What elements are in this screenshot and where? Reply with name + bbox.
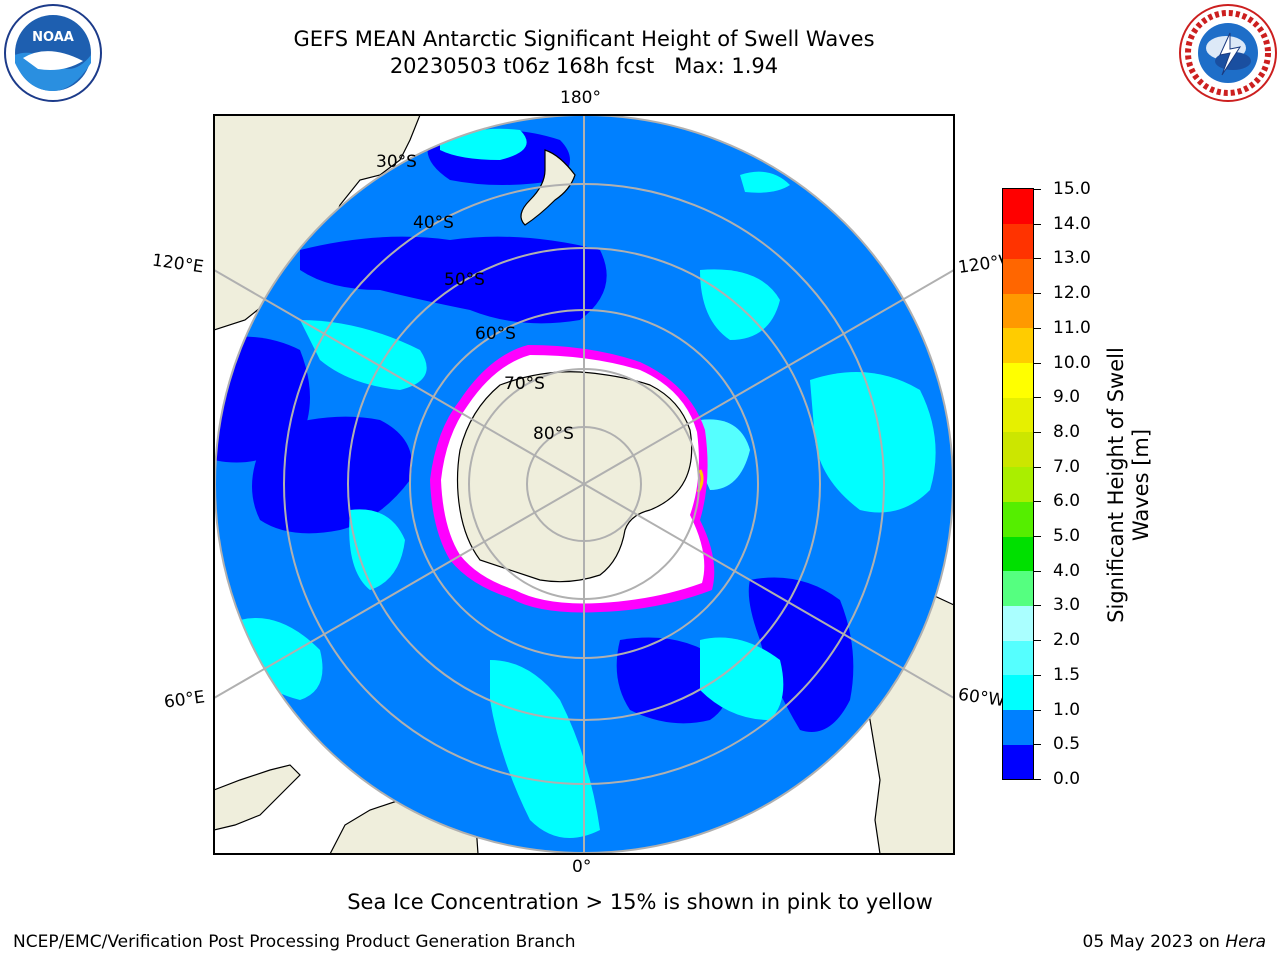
colorbar-tick — [1034, 536, 1041, 538]
colorbar-segment — [1003, 640, 1033, 676]
colorbar-tick — [1034, 327, 1041, 329]
colorbar-segment — [1003, 327, 1033, 364]
colorbar — [1002, 188, 1034, 780]
low-swell-indian-mid — [252, 416, 412, 534]
colorbar-tick — [1034, 744, 1041, 746]
colorbar-tick — [1034, 674, 1041, 676]
colorbar-segment — [1003, 709, 1033, 745]
colorbar-tick-label: 10.0 — [1053, 352, 1091, 373]
colorbar-tick-label: 3.0 — [1053, 595, 1081, 616]
figure-subtitle: 20230503 t06z 168h fcst Max: 1.94 — [389, 54, 779, 78]
colorbar-tick — [1034, 605, 1041, 607]
colorbar-tick — [1034, 709, 1041, 711]
colorbar-segment — [1003, 744, 1033, 780]
colorbar-tick-label: 0.0 — [1053, 769, 1081, 789]
lat-label-80s: 80°S — [533, 424, 574, 444]
colorbar-segment — [1003, 536, 1033, 572]
colorbar-segment — [1003, 293, 1033, 329]
lat-label-40s: 40°S — [413, 213, 454, 233]
colorbar-tick-label: 5.0 — [1053, 526, 1081, 547]
colorbar-tick-label: 8.0 — [1053, 421, 1081, 442]
colorbar-segment — [1003, 605, 1033, 641]
colorbar-tick — [1034, 640, 1041, 642]
colorbar-segment — [1003, 362, 1033, 398]
producer-credit: NCEP/EMC/Verification Post Processing Pr… — [13, 932, 576, 952]
lat-label-50s: 50°S — [444, 270, 485, 290]
colorbar-tick-label: 6.0 — [1053, 491, 1081, 512]
colorbar-label: Significant Height of Swell Waves [m] — [1104, 285, 1154, 685]
host-name: Hera — [1225, 932, 1266, 952]
colorbar-tick-label: 4.0 — [1053, 560, 1081, 581]
lat-label-60s: 60°S — [475, 324, 516, 344]
mid-swell-weddell — [698, 419, 750, 490]
run-date-text: 05 May 2023 on — [1082, 932, 1226, 952]
colorbar-tick — [1034, 431, 1041, 433]
colorbar-tick — [1034, 293, 1041, 295]
mid-swell-east-pacific — [810, 372, 936, 513]
mid-swell-atlantic-band — [490, 660, 600, 838]
colorbar-label-line-1: Significant Height of Swell — [1104, 347, 1128, 623]
colorbar-segment — [1003, 466, 1033, 502]
colorbar-tick-label: 15.0 — [1053, 179, 1091, 199]
colorbar-tick — [1034, 189, 1041, 190]
sea-ice-footnote: Sea Ice Concentration > 15% is shown in … — [347, 890, 933, 914]
colorbar-segment — [1003, 258, 1033, 294]
colorbar-segment — [1003, 189, 1033, 225]
colorbar-tick-label: 14.0 — [1053, 213, 1091, 234]
colorbar-tick-label: 2.0 — [1053, 630, 1081, 651]
colorbar-tick-label: 11.0 — [1053, 317, 1091, 338]
colorbar-tick — [1034, 570, 1041, 572]
colorbar-segment — [1003, 501, 1033, 537]
colorbar-tick — [1034, 362, 1041, 364]
low-swell-tasman — [300, 236, 607, 324]
low-swell-drake — [748, 577, 854, 732]
colorbar-tick-label: 0.5 — [1053, 734, 1081, 755]
colorbar-tick — [1034, 223, 1041, 225]
lon-label-180: 180° — [560, 88, 601, 108]
nws-logo — [1179, 4, 1277, 102]
colorbar-tick-label: 12.0 — [1053, 283, 1091, 304]
antarctica-land — [456, 371, 693, 583]
colorbar-tick — [1034, 779, 1041, 780]
colorbar-label-line-2: Waves [m] — [1129, 428, 1153, 542]
figure-title: GEFS MEAN Antarctic Significant Height o… — [293, 27, 875, 51]
colorbar-segment — [1003, 431, 1033, 468]
noaa-logo: NOAA — [4, 4, 102, 102]
mid-swell-southern-pacific-north — [740, 171, 790, 193]
colorbar-segment — [1003, 674, 1033, 711]
mid-swell-south-pacific — [700, 269, 780, 340]
mid-swell-southwest-atlantic — [700, 637, 784, 720]
madagascar-land — [214, 764, 301, 831]
colorbar-tick-label: 1.5 — [1053, 664, 1081, 685]
colorbar-tick-label: 7.0 — [1053, 456, 1081, 477]
colorbar-tick — [1034, 501, 1041, 503]
colorbar-segment — [1003, 570, 1033, 606]
colorbar-segment — [1003, 397, 1033, 433]
new-zealand-land — [520, 149, 576, 226]
colorbar-tick-label: 1.0 — [1053, 699, 1081, 720]
lat-label-30s: 30°S — [376, 152, 417, 172]
run-date-credit: 05 May 2023 on Hera — [1083, 932, 1267, 952]
noaa-logo-text: NOAA — [32, 30, 74, 45]
colorbar-tick — [1034, 466, 1041, 468]
lon-label-0: 0° — [572, 857, 592, 877]
map-frame — [213, 114, 955, 855]
colorbar-tick-label: 13.0 — [1053, 248, 1091, 269]
colorbar-tick-label: 9.0 — [1053, 387, 1081, 408]
colorbar-tick — [1034, 397, 1041, 399]
colorbar-tick — [1034, 258, 1041, 260]
meridian-60e-120w — [214, 269, 954, 699]
colorbar-segment — [1003, 223, 1033, 259]
lat-label-70s: 70°S — [504, 374, 545, 394]
